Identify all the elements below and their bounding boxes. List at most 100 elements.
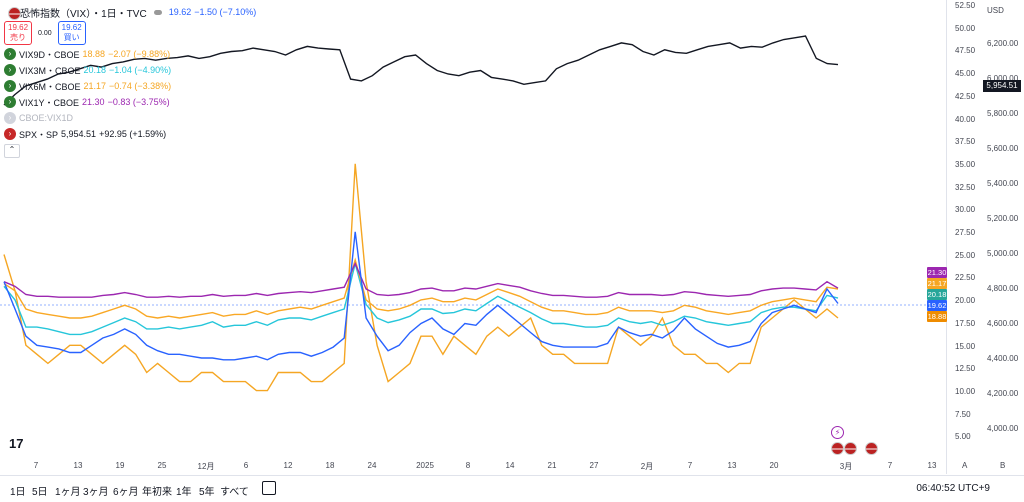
timeframe-button[interactable]: 3ヶ月 (83, 487, 109, 498)
vix-tick-label: 47.50 (955, 46, 976, 56)
currency-label[interactable]: USD (987, 6, 1004, 15)
x-tick-label: 7 (687, 461, 693, 470)
x-tick-label: 2月 (640, 462, 654, 471)
legend-change: −1.04 (−4.90%) (109, 65, 172, 75)
visible-toggle-icon[interactable]: › (4, 96, 16, 108)
timeframe-button[interactable]: 1ヶ月 (55, 487, 81, 498)
legend-rows: › VIX9D・CBOE 18.88 −2.07 (−9.88%) › VIX3M・CBO… (4, 46, 256, 142)
buy-button[interactable]: 19.62 買い (57, 21, 86, 45)
vix-tick-label: 42.50 (955, 91, 976, 101)
log-scale-button[interactable]: B (1000, 461, 1006, 470)
calendar-icon[interactable] (262, 481, 276, 495)
clock[interactable]: 06:40:52 UTC+9 (916, 483, 990, 494)
price-axis[interactable]: 52.50 50.00 47.50 45.00 42.50 40.00 37.50 35.00… (946, 0, 1024, 474)
legend-change: −0.83 (−3.75%) (107, 97, 170, 107)
spx-badge-icon[interactable]: › (4, 128, 16, 140)
us-flag-icon (8, 7, 21, 20)
spx-tick-label: 5,600.00 (987, 144, 1019, 153)
legend-row[interactable]: › CBOE:VIX1D (4, 110, 256, 126)
legend-value: 20.18 (83, 65, 107, 75)
visible-toggle-icon[interactable]: › (4, 80, 16, 92)
legend-row[interactable]: › SPX・SP 5,954.51 +92.95 (+1.59%) (4, 126, 256, 142)
lightning-icon[interactable]: ⚡ (831, 426, 844, 439)
timeframe-button[interactable]: 5年 (199, 487, 215, 498)
legend-value: 18.88 (82, 49, 106, 59)
legend-symbol: VIX9D・CBOE (19, 49, 80, 60)
series-line-5[interactable] (3, 35, 839, 106)
timeframe-button[interactable]: 1日 (10, 487, 26, 498)
sell-button[interactable]: 19.62 売り (4, 21, 33, 45)
legend-row[interactable]: › VIX9D・CBOE 18.88 −2.07 (−9.88%) (4, 46, 256, 62)
buy-label: 買い (63, 33, 80, 42)
x-tick-label: 13 (73, 461, 83, 470)
main-title: 恐怖指数（VIX）・1日・TVC (20, 8, 147, 20)
x-tick-label: 24 (367, 461, 377, 470)
x-tick-label: 12月 (197, 462, 215, 471)
legend-row[interactable]: › VIX6M・CBOE 21.17 −0.74 (−3.38%) (4, 78, 256, 94)
x-tick-label: 18 (325, 461, 335, 470)
timeframe-button[interactable]: 1年 (176, 487, 192, 498)
spx-last-badge: 5,954.51 (983, 80, 1021, 92)
vix-tick-label: 30.00 (955, 205, 976, 215)
legend-symbol: SPX・SP (19, 129, 59, 140)
spx-tick-label: 4,200.00 (987, 389, 1019, 398)
collapse-icon[interactable] (153, 9, 162, 15)
event-flag-icon[interactable] (844, 442, 857, 455)
event-flag-icon[interactable] (865, 442, 878, 455)
legend-value: 21.30 (82, 97, 105, 107)
visible-toggle-icon[interactable]: › (4, 48, 16, 60)
legend-value: 21.17 (83, 81, 107, 91)
series-line-4[interactable] (3, 231, 839, 361)
timeframe-button[interactable]: 年初来 (142, 487, 172, 498)
main-change: −1.50 (−7.10%) (194, 7, 257, 17)
event-flag-icon[interactable] (831, 442, 844, 455)
vix-tick-label: 27.50 (955, 228, 976, 237)
vix-tick-label: 45.00 (955, 69, 976, 79)
vix-tick-label: 40.00 (955, 114, 976, 124)
x-tick-label: 12 (283, 461, 293, 470)
price-badge: 19.62 (927, 300, 947, 311)
series-line-2[interactable] (3, 257, 839, 319)
x-tick-label: 25 (157, 461, 167, 470)
series-line-1[interactable] (3, 263, 839, 336)
timeframe-button[interactable]: 5日 (32, 487, 48, 498)
series-line-0[interactable] (3, 163, 839, 392)
spread-value: 0.00 (38, 29, 52, 37)
vix-tick-label: 22.50 (955, 273, 976, 283)
legend-row[interactable]: › VIX3M・CBOE 20.18 −1.04 (−4.90%) (4, 62, 256, 78)
x-tick-label: 13 (727, 461, 737, 470)
vix-tick-label: 52.50 (955, 1, 976, 10)
visible-toggle-icon[interactable]: › (4, 112, 16, 124)
bottom-toolbar: 1日 5日 1ヶ月 3ヶ月 6ヶ月 年初来 1年 5年 すべて 06:40:52 UTC+9 (0, 475, 1024, 502)
vix-tick-label: 37.50 (955, 137, 976, 147)
sell-label: 売り (10, 33, 27, 42)
x-tick-label: 2025 (416, 461, 434, 470)
x-tick-label: 7 (33, 461, 39, 470)
auto-scale-button[interactable]: A (962, 461, 968, 470)
vix-tick-label: 20.00 (955, 296, 976, 306)
series-line-3[interactable] (3, 261, 839, 298)
legend-symbol: VIX1Y・CBOE (19, 97, 80, 108)
visible-toggle-icon[interactable]: › (4, 64, 16, 76)
legend-row[interactable]: › VIX1Y・CBOE 21.30 −0.83 (−3.75%) (4, 94, 256, 110)
x-tick-label: 19 (115, 461, 125, 470)
legend: 恐怖指数（VIX）・1日・TVC 19.62 −1.50 (−7.10%) 19… (4, 4, 256, 158)
spx-tick-label: 5,400.00 (987, 179, 1019, 188)
legend-change: −2.07 (−9.88%) (108, 49, 171, 59)
spx-tick-label: 4,400.00 (987, 354, 1019, 363)
timeframe-button[interactable]: すべて (220, 487, 249, 498)
collapse-legend-button[interactable]: ⌃ (4, 144, 20, 158)
price-badge: 21.30 (927, 267, 947, 278)
x-tick-label: 3月 (839, 462, 853, 471)
legend-value: 5,954.51 (61, 129, 97, 139)
x-tick-label: 7 (887, 461, 893, 470)
timeframe-button[interactable]: 6ヶ月 (113, 487, 139, 498)
vix-tick-label: 12.50 (955, 364, 976, 374)
spx-tick-label: 6,200.00 (987, 39, 1019, 48)
vix-tick-label: 35.00 (955, 159, 976, 169)
legend-symbol: VIX6M・CBOE (19, 81, 81, 92)
chart-area[interactable] (0, 0, 946, 474)
spx-tick-label: 5,800.00 (987, 109, 1019, 118)
vix-tick-label: 17.50 (955, 318, 976, 328)
spx-tick-label: 4,000.00 (987, 424, 1019, 433)
